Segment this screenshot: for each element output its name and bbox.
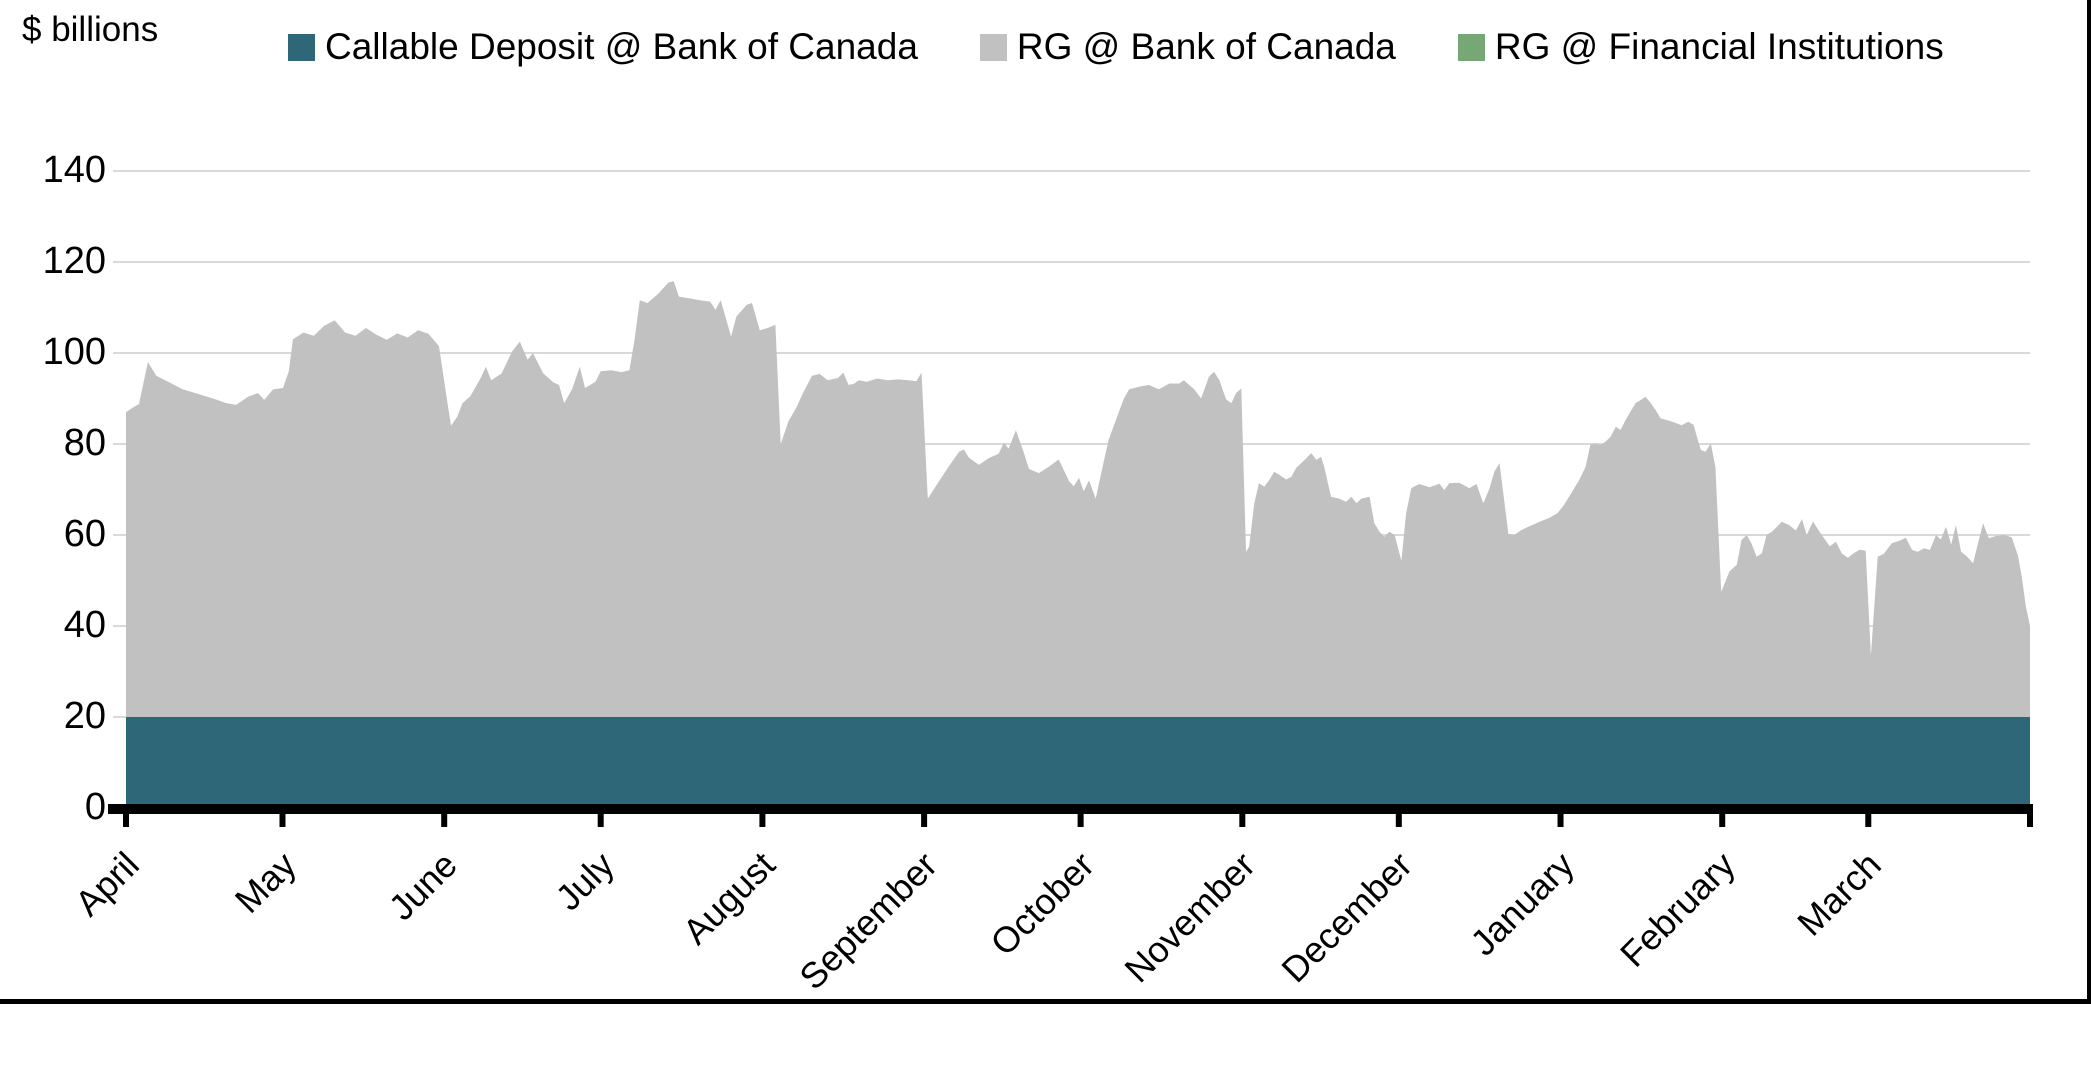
x-axis-tick-11	[1865, 813, 1872, 827]
x-axis-tick-6	[1077, 813, 1084, 827]
legend-label-rg-bank-of-canada: RG @ Bank of Canada	[1016, 26, 1396, 67]
y-axis-tick-label-20: 20	[63, 695, 106, 737]
legend-swatch-rg-financial-institutions-icon	[1457, 33, 1485, 61]
legend-item-callable-deposit: Callable Deposit @ Bank of Canada	[288, 26, 918, 68]
area-callable-deposit	[126, 717, 2030, 808]
x-axis-tick-0	[123, 813, 129, 827]
legend-item-rg-financial-institutions: RG @ Financial Institutions	[1457, 26, 1944, 68]
legend-item-rg-bank-of-canada: RG @ Bank of Canada	[979, 26, 1396, 68]
x-axis-tick-10	[1719, 813, 1726, 827]
x-axis-tick-4	[759, 813, 766, 827]
y-axis-tick-label-120: 120	[42, 240, 106, 282]
legend: Callable Deposit @ Bank of Canada RG @ B…	[288, 26, 1944, 68]
x-axis-tick-9	[1557, 813, 1564, 827]
legend-swatch-rg-bank-of-canada-icon	[979, 33, 1007, 61]
stacked-area-chart	[108, 170, 2033, 827]
x-axis-line	[108, 804, 2033, 814]
y-axis-tick-label-60: 60	[63, 513, 106, 555]
area-rg-bank-of-canada	[126, 281, 2030, 717]
x-axis-tick-3	[597, 813, 604, 827]
y-axis-tick-label-40: 40	[63, 604, 106, 646]
window-border-right	[2087, 0, 2091, 1004]
unit-label: $ billions	[22, 10, 159, 49]
x-axis-tick-8	[1395, 813, 1402, 827]
legend-label-callable-deposit: Callable Deposit @ Bank of Canada	[325, 26, 918, 67]
x-axis-tick-1	[279, 813, 286, 827]
x-axis-tick-5	[921, 813, 928, 827]
y-axis-tick-label-0: 0	[84, 786, 106, 828]
legend-swatch-callable-deposit-icon	[288, 33, 315, 61]
legend-label-rg-financial-institutions: RG @ Financial Institutions	[1494, 26, 1944, 67]
x-axis-tick-7	[1239, 813, 1246, 827]
x-axis-tick-12	[2027, 813, 2033, 827]
y-axis-tick-label-140: 140	[42, 149, 106, 191]
y-axis-tick-label-80: 80	[63, 422, 106, 464]
x-axis-tick-2	[441, 813, 448, 827]
window-border-bottom	[0, 999, 2091, 1004]
y-axis-tick-label-100: 100	[42, 331, 106, 373]
